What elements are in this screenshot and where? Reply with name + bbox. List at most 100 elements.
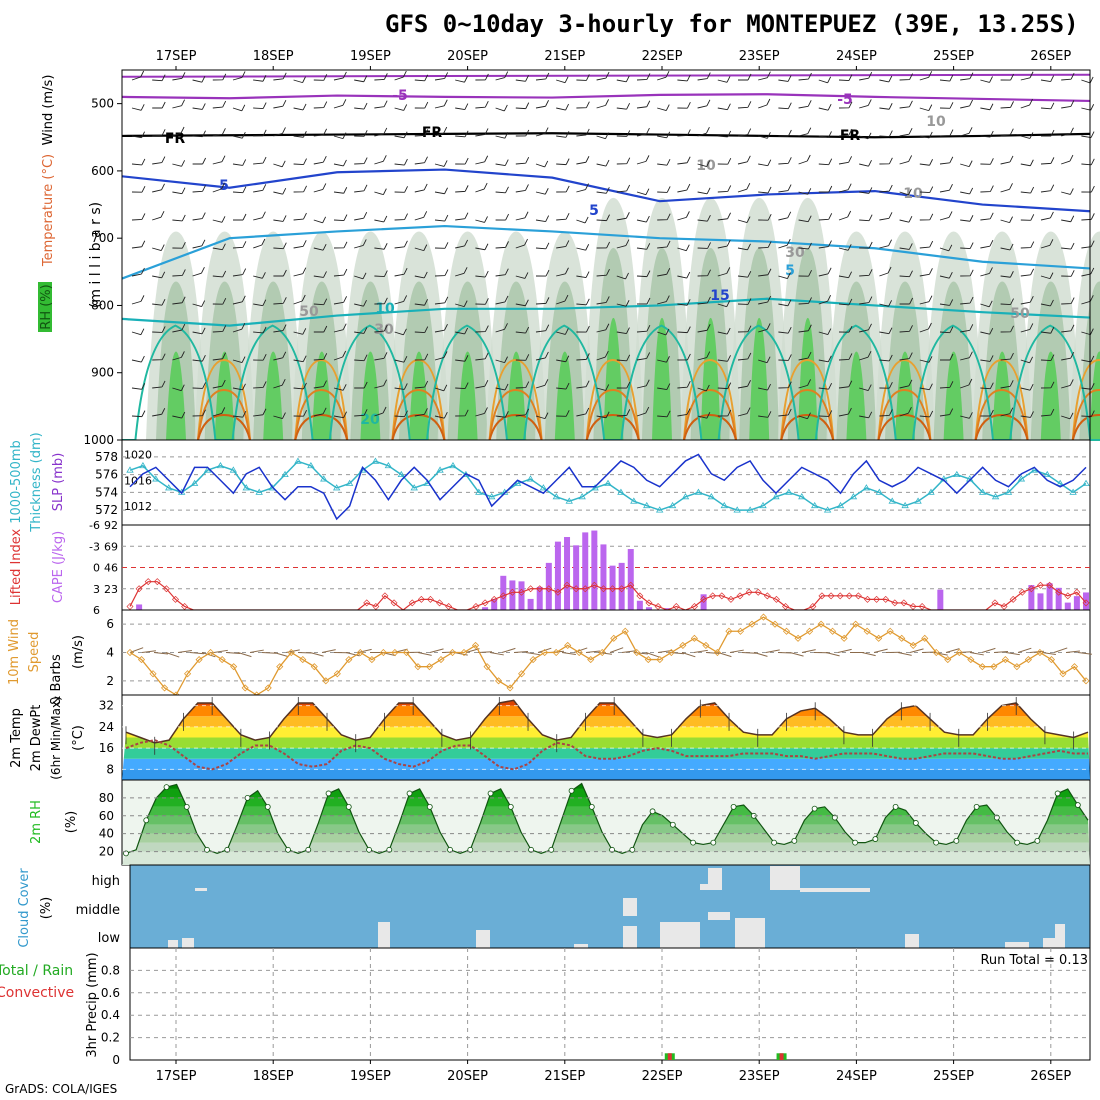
wind-barb	[616, 409, 631, 417]
label-cloud-1: Cloud Cover	[17, 868, 32, 948]
wind-barb	[374, 188, 387, 196]
label-temp-3: (6hr Min/Max)	[49, 696, 63, 780]
lifted-index-point	[636, 592, 644, 600]
wind-barb	[636, 297, 651, 305]
wind-barb	[374, 352, 388, 361]
wind-barb	[573, 647, 588, 653]
lifted-index-point	[863, 595, 871, 603]
wind-barb	[1020, 159, 1034, 167]
wind-barb	[859, 132, 872, 140]
wind-barb	[273, 269, 287, 277]
rh-point	[447, 846, 453, 853]
wind-barb	[1000, 216, 1013, 224]
wind-barb	[495, 323, 508, 333]
wind-barb	[475, 298, 489, 305]
cape-bar	[564, 537, 571, 610]
temp-panel: 8 16 24 32 2m Temp 2m DewPt (6hr Min/Max) (°C)	[9, 694, 1091, 781]
wind-barb	[333, 99, 347, 109]
wind-barb	[414, 326, 429, 333]
lifted-index-point	[845, 592, 853, 600]
wind-barb	[192, 300, 206, 307]
wind-barb	[939, 102, 954, 109]
label-lifted-index: Lifted Index	[9, 528, 24, 605]
xtick-label-bottom: 19SEP	[350, 1069, 391, 1084]
wind-barb	[919, 240, 934, 249]
ytick-label-right: 46	[104, 562, 118, 575]
wind-barb	[596, 99, 609, 109]
wind-barb	[616, 327, 630, 334]
wind-barb	[535, 100, 549, 109]
thickness-point	[785, 488, 793, 495]
wind-barb	[838, 156, 853, 165]
wind-barb	[495, 268, 509, 277]
xtick-label-top: 24SEP	[836, 49, 877, 64]
thickness-point	[823, 506, 832, 513]
wind-barb	[495, 186, 509, 194]
wind-barb	[455, 185, 469, 193]
wind-barb	[838, 183, 852, 193]
wind-barb	[414, 101, 429, 109]
wind-barb	[273, 72, 287, 81]
wind-speed-point	[391, 648, 399, 657]
cape-bar	[1055, 587, 1062, 610]
lifted-index-point	[581, 585, 589, 593]
wind-barb	[212, 270, 227, 278]
wind-barb	[434, 351, 448, 361]
wind-barb	[798, 242, 812, 250]
wind-barb	[859, 384, 872, 391]
temp-band	[122, 748, 1090, 759]
temp-band	[122, 716, 1090, 727]
rh-point	[204, 846, 210, 853]
thickness-point	[604, 479, 612, 486]
wind-barb	[273, 160, 286, 168]
wind-barb	[414, 211, 428, 221]
wind-barb	[1053, 647, 1068, 653]
wind-barb	[798, 154, 811, 165]
lifted-index-point	[609, 585, 617, 593]
wind-barb	[1081, 355, 1095, 363]
rh-region	[992, 351, 1013, 440]
wind-barb	[879, 239, 893, 249]
wind-barb	[192, 130, 206, 138]
slp-thickness-panel: 572 574 576 578 1012 1016 1020 1000-500mb Thickn…	[9, 432, 1091, 533]
wind-barb	[192, 239, 206, 249]
wind-barb	[657, 213, 671, 221]
wind-barb	[556, 410, 570, 417]
wind-barb	[758, 268, 772, 277]
warm-isotherm	[877, 358, 932, 441]
wind-barb	[321, 649, 336, 653]
wind-speed-point	[230, 663, 238, 671]
wind-barb	[919, 159, 933, 166]
wind-barb	[475, 270, 489, 278]
wind-barb	[495, 104, 508, 112]
wind-speed-point	[1001, 656, 1009, 664]
thickness-point	[242, 484, 250, 491]
wind-barb	[939, 244, 953, 252]
wind-barb	[737, 243, 751, 251]
wind-speed-point	[195, 656, 203, 664]
wind-barb	[838, 74, 853, 81]
wind-barb	[778, 408, 792, 417]
wind-barb	[879, 266, 892, 277]
rh-point	[264, 803, 271, 810]
wind-barb	[758, 356, 771, 364]
wind-barb	[293, 410, 307, 417]
lifted-index-point	[754, 588, 762, 596]
wind-barb	[677, 299, 691, 306]
wind-barb	[838, 128, 853, 137]
cape-bar	[1028, 585, 1035, 610]
rh-region	[749, 317, 770, 440]
wind-barb	[515, 75, 529, 82]
wind-barb	[429, 648, 444, 653]
wind-barb	[737, 128, 752, 137]
lifted-index-point	[1036, 581, 1044, 589]
label-precip-convective: Convective	[0, 985, 74, 1001]
wind-barb	[969, 652, 984, 656]
wind-barb	[233, 213, 247, 221]
wind-speed-point	[794, 634, 802, 642]
wind-speed-point	[207, 648, 215, 657]
wind-speed-point	[967, 656, 975, 664]
rh-point	[345, 803, 352, 810]
wind-barb	[455, 103, 469, 110]
wind-barb	[697, 412, 711, 419]
